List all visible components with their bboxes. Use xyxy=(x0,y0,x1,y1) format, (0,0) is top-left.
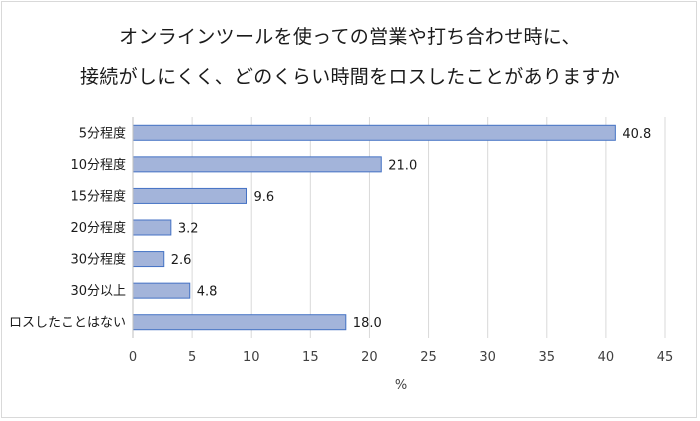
bar xyxy=(132,251,165,268)
category-label: 20分程度 xyxy=(70,220,126,236)
bar xyxy=(132,282,191,299)
data-label: 2.6 xyxy=(171,253,192,268)
x-tick-label: 25 xyxy=(420,350,437,365)
x-axis-label: % xyxy=(395,378,407,393)
category-label: 5分程度 xyxy=(79,125,126,141)
category-label: 10分程度 xyxy=(70,157,126,173)
bar xyxy=(132,219,172,236)
chart-title-line-2: 接続がしにくく、どのくらい時間をロスしたことがありますか xyxy=(79,66,621,88)
x-tick-label: 10 xyxy=(243,350,260,365)
data-label: 9.6 xyxy=(253,190,274,205)
category-label: ロスしたことはない xyxy=(9,316,126,331)
category-label: 30分程度 xyxy=(70,252,126,268)
data-label: 40.8 xyxy=(622,127,651,142)
x-tick-label: 5 xyxy=(188,350,196,365)
x-tick-label: 45 xyxy=(657,350,674,365)
chart-title-line-1: オンラインツールを使っての営業や打ち合わせ時に、 xyxy=(119,26,581,48)
bar xyxy=(132,314,347,331)
bar xyxy=(132,187,247,204)
data-label: 18.0 xyxy=(353,316,382,331)
x-tick-label: 30 xyxy=(479,350,496,365)
data-label: 4.8 xyxy=(197,285,218,300)
x-tick-label: 40 xyxy=(598,350,615,365)
x-tick-label: 35 xyxy=(539,350,556,365)
x-tick-label: 20 xyxy=(361,350,378,365)
category-label: 30分以上 xyxy=(70,284,126,299)
data-label: 3.2 xyxy=(178,222,199,237)
bar xyxy=(132,156,382,173)
x-tick-label: 0 xyxy=(129,350,137,365)
bar xyxy=(132,124,616,141)
x-tick-label: 15 xyxy=(302,350,319,365)
category-label: 15分程度 xyxy=(70,188,126,204)
data-label: 21.0 xyxy=(388,158,417,173)
